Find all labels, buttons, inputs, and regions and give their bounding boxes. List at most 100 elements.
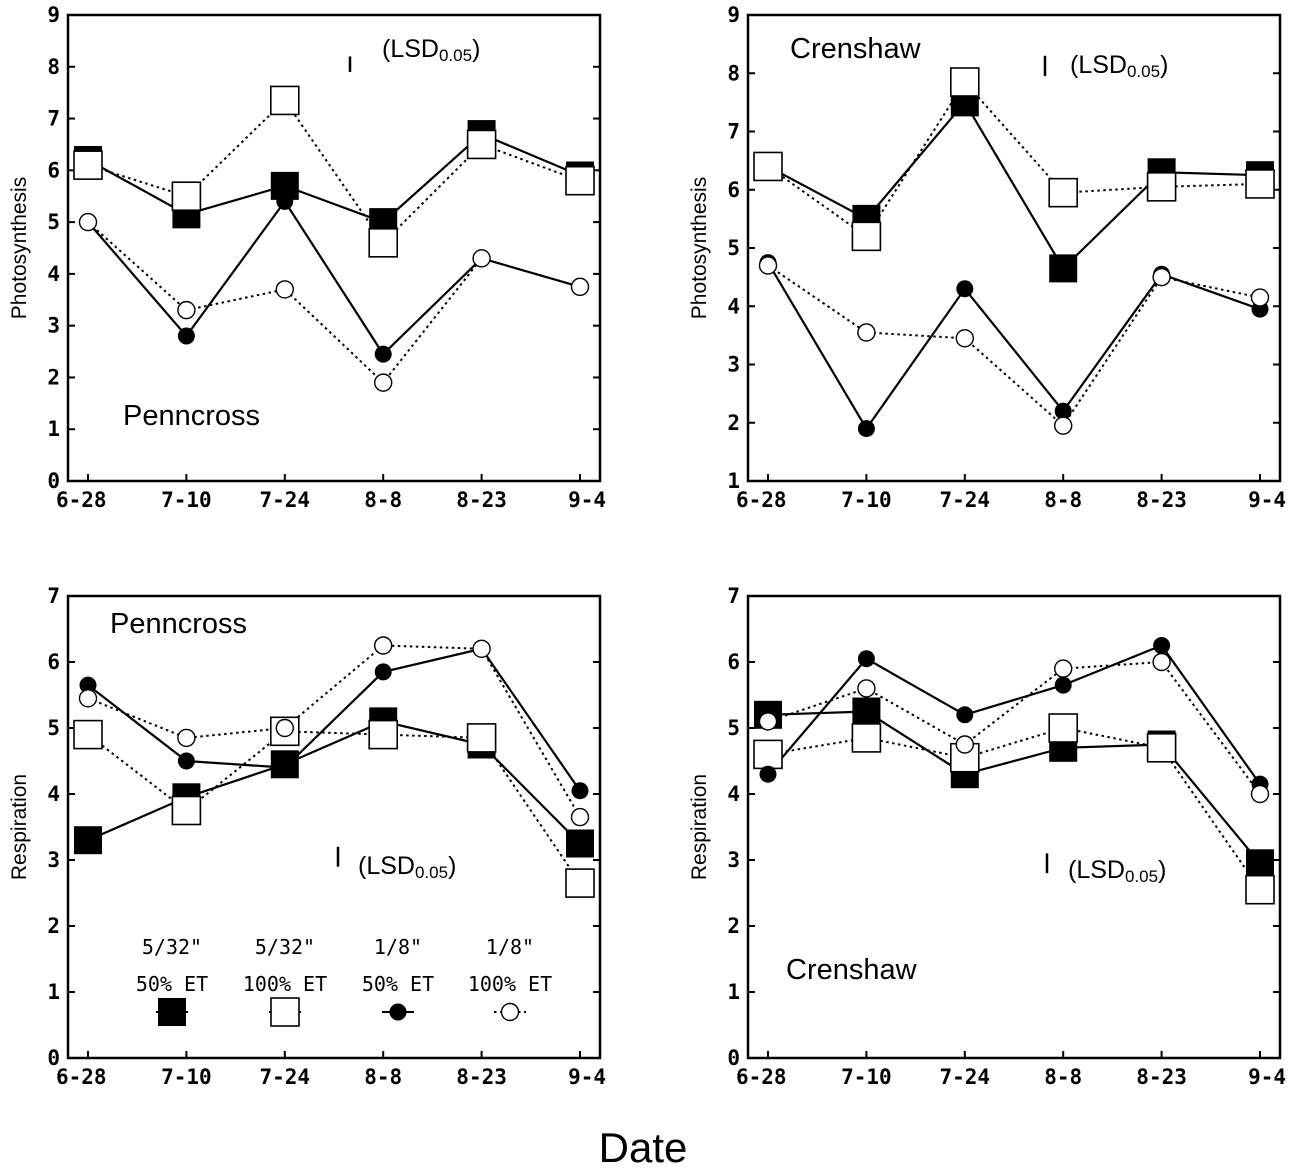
y-tick-label: 3 bbox=[727, 353, 740, 377]
panels: 0 1 2 3 4 5 6 7 8 9 6-28 7-10 7-24 8-8 8-23 9-4 Photosyn… bbox=[8, 3, 1286, 1089]
y-tick-label: 1 bbox=[47, 417, 60, 441]
data-point-open-square bbox=[753, 151, 783, 182]
data-point-open-square bbox=[851, 221, 882, 252]
data-point-open-circle bbox=[758, 712, 778, 731]
y-tick-label: 3 bbox=[47, 848, 60, 872]
series-line-filled-square bbox=[767, 710, 1261, 865]
y-tick-label: 7 bbox=[727, 584, 740, 608]
y-axis-label: Photosynthesis bbox=[688, 177, 711, 319]
data-point-open-square bbox=[171, 795, 202, 826]
data-point-open-circle bbox=[177, 300, 196, 320]
x-tick-label: 7-24 bbox=[940, 1065, 991, 1089]
data-point-open-circle bbox=[78, 689, 98, 708]
data-point-open-square bbox=[753, 739, 783, 770]
x-tick-label: 9-4 bbox=[1248, 1065, 1286, 1089]
y-tick-label: 4 bbox=[727, 294, 740, 318]
legend-marker-open-square bbox=[270, 997, 300, 1027]
cultivar-label: Penncross bbox=[123, 400, 260, 432]
x-tick-label: 8-23 bbox=[1136, 1065, 1187, 1089]
data-point-filled-circle bbox=[956, 706, 974, 724]
x-tick-label: 8-23 bbox=[456, 1065, 507, 1089]
panel-resp-crenshaw: 0 1 2 3 4 5 6 7 6-28 7-10 7-24 8-8 8-23 9-4 Respiratio… bbox=[688, 584, 1286, 1089]
data-point-filled-circle bbox=[857, 650, 875, 668]
y-axis-label: Respiration bbox=[688, 774, 711, 880]
y-tick-label: 5 bbox=[727, 236, 740, 260]
data-point-open-circle bbox=[374, 373, 393, 392]
y-tick-label: 9 bbox=[727, 3, 740, 27]
plot-frame bbox=[66, 594, 602, 1060]
data-point-open-square bbox=[949, 742, 980, 773]
data-point-open-circle bbox=[1053, 659, 1073, 678]
y-tick-label: 1 bbox=[727, 980, 740, 1004]
legend-label-size: 5/32" bbox=[142, 935, 202, 959]
series-line-filled-circle bbox=[767, 262, 1261, 431]
data-point-open-square bbox=[368, 228, 399, 258]
data-point-open-circle bbox=[374, 636, 393, 655]
data-point-open-circle bbox=[275, 280, 294, 299]
legend-label-size: 1/8" bbox=[486, 935, 534, 959]
data-point-open-circle bbox=[78, 212, 98, 232]
data-point-filled-circle bbox=[1153, 637, 1171, 654]
data-point-open-square bbox=[73, 150, 103, 180]
y-tick-label: 4 bbox=[727, 782, 740, 806]
panel-resp-penncross: 0 1 2 3 4 5 6 7 6-28 7-10 7-24 8-8 8-23 9-4 Respiratio… bbox=[8, 584, 606, 1089]
y-tick-label: 5 bbox=[47, 210, 60, 234]
x-tick-label: 8-23 bbox=[1136, 488, 1187, 512]
data-point-filled-circle bbox=[956, 280, 974, 298]
y-axis-label: Photosynthesis bbox=[8, 177, 31, 319]
plot-frame bbox=[66, 13, 602, 483]
data-point-filled-circle bbox=[374, 663, 392, 681]
figure-x-axis-title: Date bbox=[599, 1124, 688, 1170]
data-point-open-circle bbox=[570, 277, 590, 297]
x-tick-label: 6-28 bbox=[736, 1065, 787, 1089]
data-point-open-square bbox=[851, 723, 882, 753]
x-tick-label: 9-4 bbox=[568, 1065, 606, 1089]
y-tick-label: 8 bbox=[47, 55, 60, 79]
plot-frame bbox=[746, 594, 1282, 1060]
series-line-open-circle bbox=[767, 264, 1261, 428]
lsd-label: (LSD0.05) bbox=[382, 35, 480, 65]
legend-label-et: 50% ET bbox=[136, 972, 208, 996]
series-line-open-circle bbox=[87, 644, 581, 818]
legend-label-et: 100% ET bbox=[468, 972, 552, 996]
y-tick-label: 7 bbox=[47, 107, 60, 131]
x-tick-label: 9-4 bbox=[568, 488, 606, 512]
data-point-filled-circle bbox=[857, 420, 875, 438]
data-point-filled-square bbox=[74, 826, 102, 855]
data-point-filled-circle bbox=[374, 345, 392, 363]
y-tick-label: 0 bbox=[727, 1046, 740, 1070]
data-point-open-circle bbox=[275, 718, 294, 738]
series-line-open-circle bbox=[87, 221, 581, 385]
data-point-filled-square bbox=[1246, 849, 1274, 878]
panel-photo-penncross: 0 1 2 3 4 5 6 7 8 9 6-28 7-10 7-24 8-8 8-23 9-4 Photosyn… bbox=[8, 3, 606, 512]
series-line-filled-square bbox=[767, 100, 1261, 271]
y-tick-label: 4 bbox=[47, 782, 60, 806]
lsd-label: (LSD0.05) bbox=[1070, 51, 1168, 81]
y-tick-label: 9 bbox=[47, 3, 60, 27]
x-tick-label: 6-28 bbox=[736, 488, 787, 512]
y-tick-label: 2 bbox=[47, 365, 60, 389]
series-line-open-square bbox=[767, 80, 1261, 238]
data-point-open-square bbox=[949, 67, 980, 97]
series-line-open-circle bbox=[767, 660, 1261, 795]
data-point-filled-circle bbox=[1054, 676, 1072, 694]
y-tick-label: 5 bbox=[727, 716, 740, 740]
legend-label-et: 100% ET bbox=[243, 972, 327, 996]
y-tick-label: 4 bbox=[47, 262, 60, 286]
legend-label-size: 5/32" bbox=[255, 935, 315, 959]
data-point-open-square bbox=[1245, 169, 1275, 199]
series-line-filled-square bbox=[87, 720, 581, 845]
y-tick-label: 6 bbox=[47, 158, 60, 182]
data-point-open-circle bbox=[857, 679, 876, 698]
data-point-open-circle bbox=[1152, 267, 1171, 287]
y-tick-label: 2 bbox=[727, 411, 740, 435]
series-line-open-square bbox=[87, 98, 581, 245]
legend-label-size: 1/8" bbox=[374, 935, 422, 959]
x-tick-label: 7-24 bbox=[260, 488, 311, 512]
x-tick-label: 6-28 bbox=[56, 488, 107, 512]
plot-frame bbox=[746, 13, 1282, 483]
y-tick-label: 6 bbox=[727, 650, 740, 674]
y-tick-label: 3 bbox=[727, 848, 740, 872]
data-point-open-square bbox=[466, 129, 497, 160]
